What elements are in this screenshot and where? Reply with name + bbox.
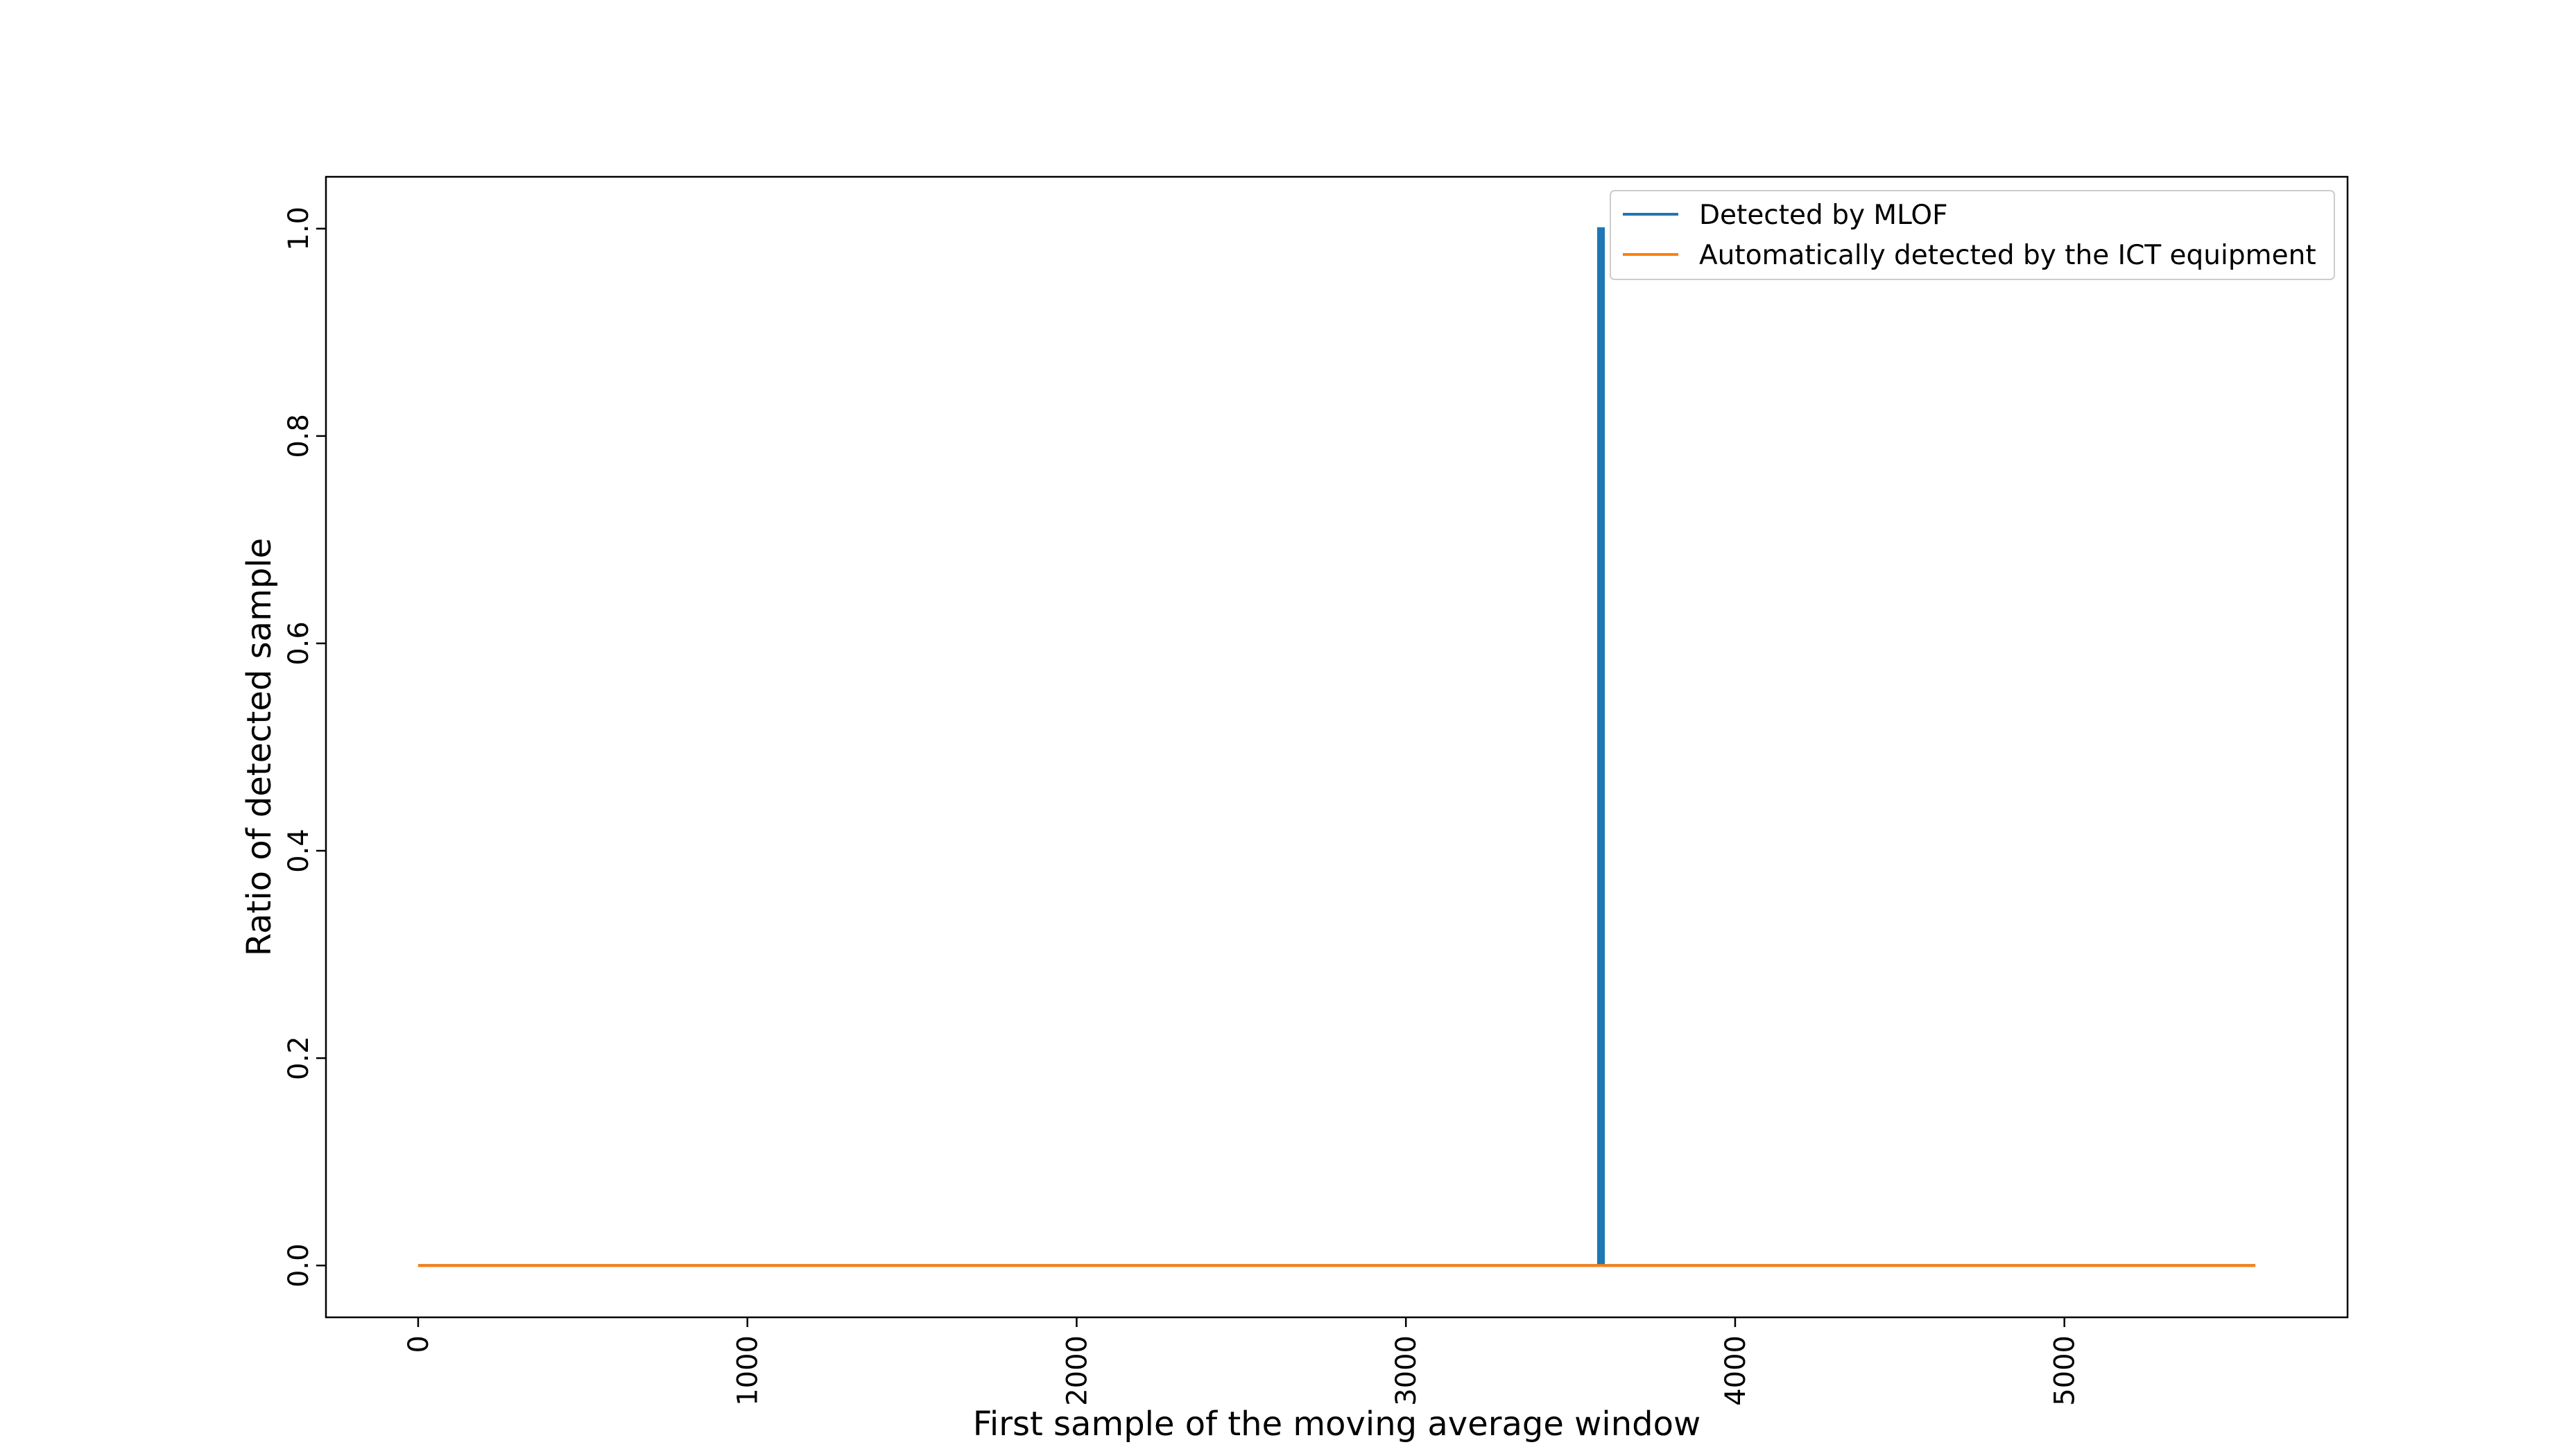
axes-frame <box>325 175 2349 1319</box>
x-tick-label: 0 <box>403 1335 435 1353</box>
series-detected-by-mlof-spike <box>1598 228 1604 1266</box>
y-tick-label: 0.6 <box>283 621 315 666</box>
y-tick-label: 1.0 <box>283 207 315 251</box>
plot-area <box>417 227 2256 1267</box>
x-tick-label: 2000 <box>1061 1335 1093 1406</box>
ticks: 0 1000 2000 3000 4000 5000 0.0 0.2 0.4 0.6 0.8 1.0 <box>283 207 2081 1406</box>
legend-label-detected-by-mlof: Detected by MLOF <box>1699 200 1948 231</box>
x-tick-label: 5000 <box>2049 1335 2081 1406</box>
x-axis-title: First sample of the moving average windo… <box>973 1405 1700 1444</box>
x-tick-label: 3000 <box>1390 1335 1422 1406</box>
axes <box>325 175 2349 1319</box>
legend-label-ict-equipment: Automatically detected by the ICT equipm… <box>1699 240 2316 271</box>
legend-box <box>1610 190 2335 280</box>
y-tick-label: 0.2 <box>283 1036 315 1080</box>
y-axis-title: Ratio of detected sample <box>240 538 279 956</box>
x-tick-label: 1000 <box>732 1335 764 1406</box>
legend: Detected by MLOF Automatically detected … <box>1610 190 2335 280</box>
y-tick-label: 0.8 <box>283 414 315 458</box>
y-tick-label: 0.0 <box>283 1243 315 1288</box>
x-tick-label: 4000 <box>1720 1335 1752 1406</box>
y-tick-label: 0.4 <box>283 829 315 873</box>
